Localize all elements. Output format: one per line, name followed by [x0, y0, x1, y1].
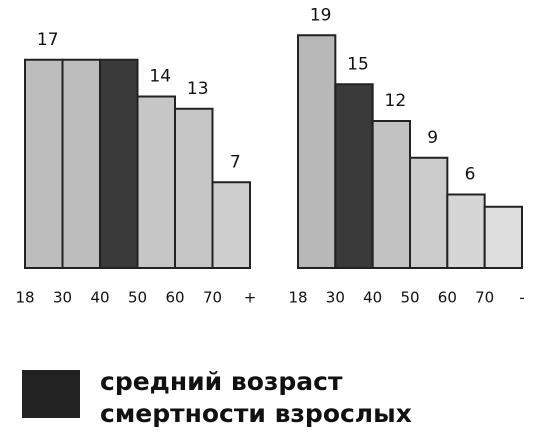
x-tick-label: 50	[128, 289, 147, 307]
bar	[409, 156, 449, 269]
data-label: 14	[149, 67, 171, 87]
bar	[211, 181, 251, 269]
data-label: 7	[230, 152, 241, 172]
x-tick-label: 18	[15, 289, 34, 307]
data-label: 9	[427, 128, 438, 148]
x-tick-label: 60	[438, 289, 457, 307]
bar	[483, 205, 523, 269]
data-label: 6	[465, 165, 476, 185]
bar	[174, 107, 214, 269]
x-tick-label: +	[244, 289, 257, 307]
legend-text: смертности взрослых	[100, 399, 412, 428]
legend-text: средний возраст	[100, 367, 343, 396]
x-tick-label: 60	[165, 289, 184, 307]
data-label: 17	[37, 30, 59, 50]
data-label: 12	[385, 91, 407, 111]
bar	[446, 193, 486, 269]
bar	[297, 34, 337, 269]
x-tick-label: 70	[203, 289, 222, 307]
legend-swatch	[22, 370, 80, 418]
x-tick-label: 30	[326, 289, 345, 307]
bar	[24, 58, 64, 269]
x-tick-label: 40	[90, 289, 109, 307]
x-tick-label: -	[519, 289, 524, 307]
bar	[136, 95, 176, 269]
bar	[61, 58, 101, 269]
bar	[371, 120, 411, 269]
bar	[99, 58, 139, 269]
x-tick-label: 40	[363, 289, 382, 307]
bar	[334, 83, 374, 269]
x-tick-label: 30	[53, 289, 72, 307]
data-label: 19	[310, 5, 332, 25]
x-tick-label: 50	[400, 289, 419, 307]
data-label: 13	[187, 79, 209, 99]
x-tick-label: 18	[288, 289, 307, 307]
data-label: 15	[347, 54, 369, 74]
x-tick-label: 70	[475, 289, 494, 307]
